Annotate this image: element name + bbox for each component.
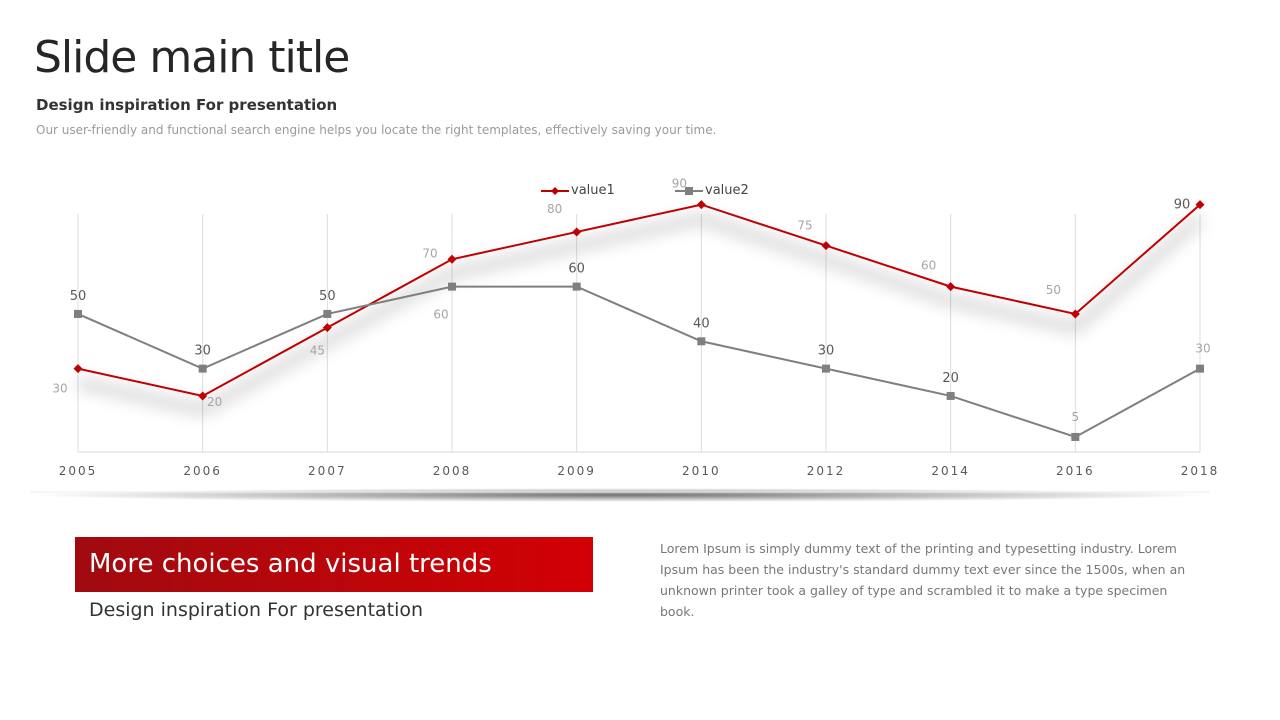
point-value1-2014[interactable]	[946, 282, 956, 292]
banner-title: More choices and visual trends	[89, 549, 492, 579]
data-label-value2: 60	[568, 262, 585, 277]
point-value2-2018[interactable]	[1196, 364, 1204, 373]
point-value1-2009[interactable]	[572, 227, 582, 237]
point-value2-2005[interactable]	[74, 309, 82, 318]
data-label-value1: 50	[1046, 283, 1061, 297]
point-value1-2012[interactable]	[821, 241, 831, 251]
legend-swatch-value2	[675, 187, 703, 195]
x-tick-label: 2006	[183, 464, 222, 478]
point-value2-2012[interactable]	[822, 364, 830, 373]
x-tick-label: 2009	[557, 464, 596, 478]
grid-layer	[77, 214, 1201, 453]
x-tick-label: 2014	[931, 464, 970, 478]
data-label-value2: 20	[942, 371, 959, 386]
point-value2-2006[interactable]	[198, 364, 207, 373]
data-label-value2: 30	[818, 344, 835, 359]
slide-title: Slide main title	[34, 32, 350, 83]
x-tick-label: 2005	[59, 464, 98, 478]
data-label-layer: 30 20 45 70 80 90 75 60 50 90 50 30 50 60 60 40 30 20 5 30	[52, 177, 1210, 424]
chart-floor-shadow	[30, 488, 1210, 502]
series-line-value1	[77, 203, 1201, 398]
series-shadow-value1	[76, 213, 1204, 416]
data-label-value2: 40	[693, 316, 710, 331]
banner: More choices and visual trends	[75, 537, 593, 592]
data-label-value1: 75	[797, 219, 812, 233]
point-value2-2008[interactable]	[448, 282, 456, 291]
data-label-value2: 50	[70, 289, 87, 304]
point-value2-2007[interactable]	[323, 309, 332, 318]
slide-description: Our user-friendly and functional search …	[36, 123, 717, 137]
x-tick-label: 2007	[308, 464, 347, 478]
series-shadow-layer	[76, 213, 1204, 416]
legend-swatch-value1	[541, 187, 569, 195]
point-value1-2010[interactable]	[696, 200, 706, 210]
data-label-value2: 30	[1195, 342, 1210, 356]
legend-label-value1: value1	[571, 183, 615, 198]
data-label-value2: 60	[433, 308, 448, 322]
x-tick-label: 2010	[682, 464, 721, 478]
x-tick-layer: 2005 2006 2007 2008 2009 2010 2012 2014 2016 2018	[59, 464, 1220, 478]
body-paragraph: Lorem Ipsum is simply dummy text of the …	[660, 541, 1186, 619]
line-chart: 30 20 45 70 80 90 75 60 50 90 50 30 50 60 60 40 30 20 530 …	[30, 177, 1220, 502]
data-label-value2: 50	[319, 289, 336, 304]
point-value1-2006[interactable]	[198, 391, 208, 401]
data-label-value2: 30	[194, 344, 211, 359]
x-tick-label: 2008	[433, 464, 472, 478]
point-value2-2009[interactable]	[572, 282, 581, 291]
data-label-value2: 5	[1072, 410, 1080, 424]
legend-label-value2: value2	[705, 183, 749, 198]
data-label-value1: 45	[310, 344, 325, 358]
x-tick-label: 2016	[1056, 464, 1095, 478]
banner-subtitle: Design inspiration For presentation	[89, 599, 424, 621]
data-label-value1: 90	[672, 177, 687, 191]
point-value1-2007[interactable]	[322, 323, 332, 333]
point-value2-2016[interactable]	[1071, 432, 1080, 441]
point-value2-2010[interactable]	[697, 337, 706, 346]
data-label-value1: 30	[52, 382, 67, 396]
data-label-value1: 90	[1174, 198, 1191, 213]
x-tick-label: 2018	[1181, 464, 1220, 478]
point-value1-2016[interactable]	[1070, 309, 1080, 319]
data-label-value1: 20	[207, 395, 222, 409]
point-value2-2014[interactable]	[946, 391, 955, 400]
x-tick-label: 2012	[807, 464, 846, 478]
chart-legend: value1 value2	[0, 181, 1280, 201]
slide-subtitle: Design inspiration For presentation	[36, 96, 338, 114]
series-layer	[73, 200, 1205, 441]
data-label-value1: 60	[921, 259, 936, 273]
point-value1-2008[interactable]	[447, 254, 457, 264]
point-value1-2005[interactable]	[73, 364, 83, 374]
series-line-value2	[77, 285, 1201, 439]
point-value1-2018[interactable]	[1195, 200, 1205, 210]
data-label-value1: 70	[422, 246, 437, 260]
data-label-value1: 80	[547, 202, 562, 216]
